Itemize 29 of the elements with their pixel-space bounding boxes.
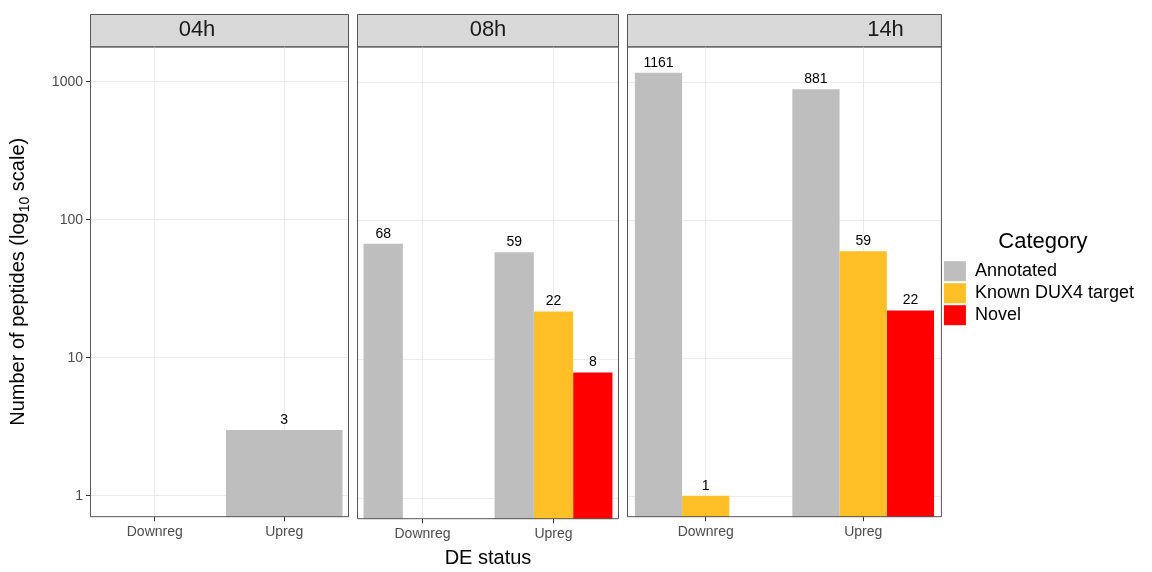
x-tick-label: Downreg bbox=[126, 523, 183, 540]
data-label: 881 bbox=[804, 70, 828, 87]
data-label: 1161 bbox=[643, 53, 674, 70]
y-tick-label: 1000 bbox=[51, 72, 84, 89]
x-tick-label: Downreg bbox=[394, 525, 451, 542]
y-tick-label: 100 bbox=[59, 210, 84, 227]
legend-title: Category bbox=[998, 227, 1088, 253]
x-tick-label: Upreg bbox=[265, 523, 304, 540]
data-label: 59 bbox=[506, 233, 523, 250]
legend-label: Annotated bbox=[974, 260, 1057, 281]
data-label: 68 bbox=[375, 224, 392, 241]
data-label: 22 bbox=[902, 291, 919, 308]
chart-title: 08h bbox=[469, 16, 507, 42]
x-tick-label: Downreg bbox=[677, 523, 734, 540]
chart-title: 14h bbox=[867, 16, 904, 42]
y-tick-label: 1 bbox=[75, 486, 84, 503]
data-label: 8 bbox=[588, 353, 597, 370]
data-label: 3 bbox=[280, 410, 289, 427]
y-tick-label: 10 bbox=[67, 348, 84, 365]
x-tick-label: Upreg bbox=[844, 523, 883, 540]
legend-label: Novel bbox=[974, 304, 1021, 325]
data-label: 1 bbox=[701, 476, 710, 493]
data-label: 22 bbox=[545, 292, 562, 309]
chart-title: 04h bbox=[178, 16, 216, 42]
legend-label: Known DUX4 target bbox=[974, 282, 1135, 303]
data-label: 59 bbox=[855, 232, 872, 249]
y-axis-title: Number of peptides (log10 scale) bbox=[6, 137, 32, 426]
x-axis-title: DE status bbox=[444, 545, 532, 568]
x-tick-label: Upreg bbox=[534, 525, 573, 542]
